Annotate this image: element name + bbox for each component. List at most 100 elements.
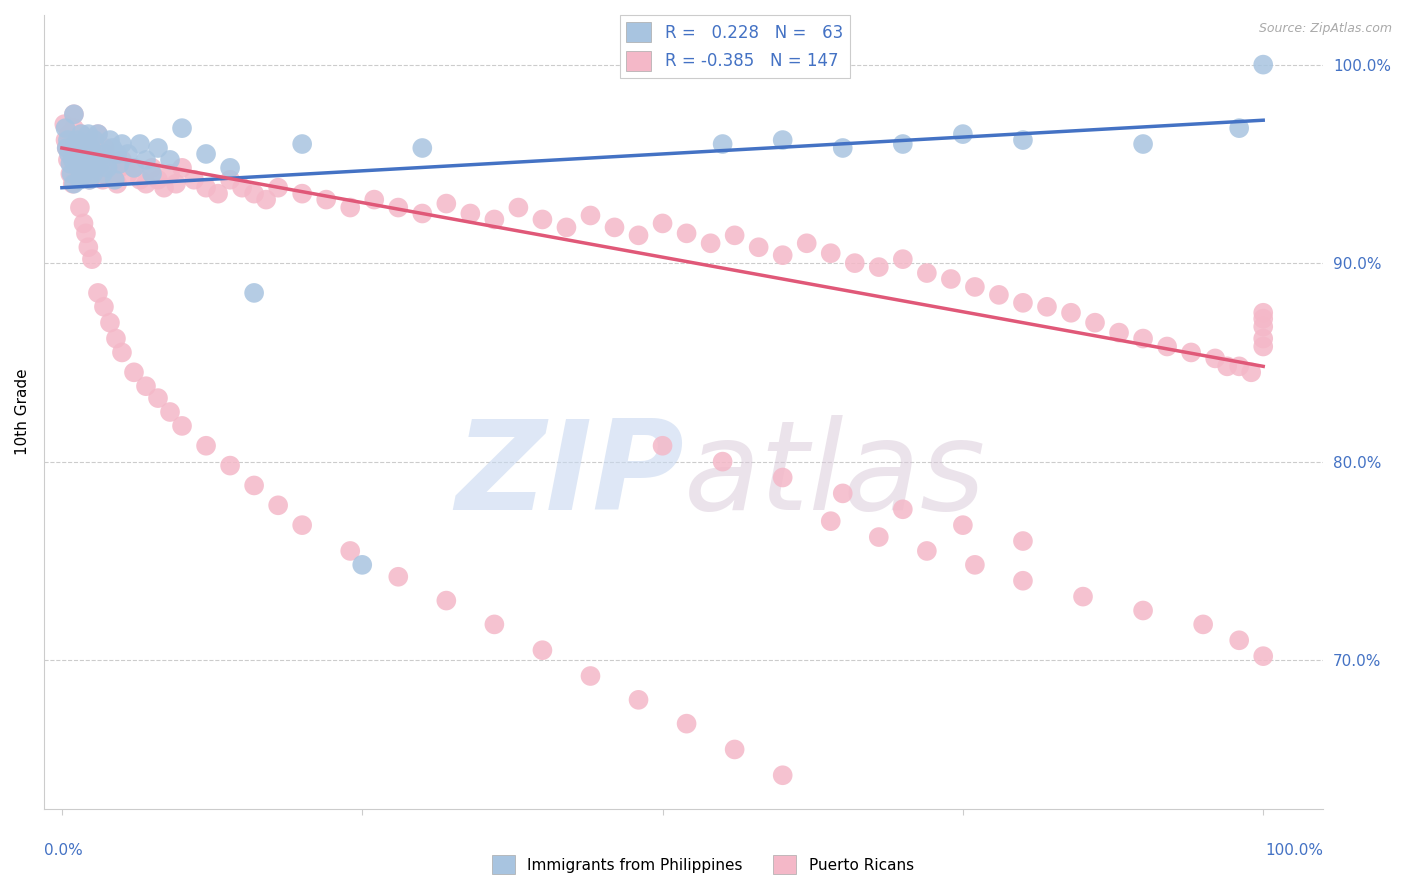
Point <box>165 177 187 191</box>
Point <box>153 180 176 194</box>
Point <box>291 518 314 533</box>
Point <box>80 252 103 267</box>
Point <box>183 173 205 187</box>
Point <box>844 256 866 270</box>
Point <box>820 246 842 260</box>
Point <box>711 136 734 151</box>
Point <box>1108 326 1130 340</box>
Point <box>135 153 157 167</box>
Point <box>1012 295 1035 310</box>
Point <box>76 161 98 175</box>
Point <box>195 439 218 453</box>
Point <box>108 157 131 171</box>
Point <box>1012 534 1035 549</box>
Point <box>772 133 794 147</box>
Point <box>59 157 82 171</box>
Point <box>291 186 314 201</box>
Point <box>724 228 747 243</box>
Text: IMMIGRANTS FROM PHILIPPINES VS PUERTO RICAN 10TH GRADE CORRELATION CHART: IMMIGRANTS FROM PHILIPPINES VS PUERTO RI… <box>44 0 823 3</box>
Point <box>58 147 80 161</box>
Point <box>122 161 145 175</box>
Point <box>72 153 94 167</box>
Point <box>748 240 770 254</box>
Point <box>129 136 152 151</box>
Point <box>69 201 91 215</box>
Point <box>987 288 1010 302</box>
Point <box>59 167 82 181</box>
Point <box>91 173 114 187</box>
Point <box>75 227 97 241</box>
Legend: Immigrants from Philippines, Puerto Ricans: Immigrants from Philippines, Puerto Rica… <box>486 849 920 880</box>
Point <box>73 136 96 151</box>
Point <box>83 136 105 151</box>
Point <box>96 161 118 175</box>
Point <box>69 173 91 187</box>
Point <box>63 177 86 191</box>
Point <box>70 127 93 141</box>
Point <box>65 161 87 175</box>
Text: atlas: atlas <box>683 415 986 536</box>
Point <box>117 147 139 161</box>
Point <box>101 141 124 155</box>
Point <box>72 167 94 181</box>
Point <box>675 716 697 731</box>
Point <box>231 180 253 194</box>
Point <box>891 136 914 151</box>
Point <box>84 161 107 175</box>
Point <box>711 455 734 469</box>
Point <box>117 167 139 181</box>
Point <box>963 558 986 572</box>
Point <box>170 161 193 175</box>
Point <box>603 220 626 235</box>
Point <box>627 693 650 707</box>
Point <box>387 201 409 215</box>
Point <box>89 161 111 175</box>
Point <box>219 173 242 187</box>
Point <box>69 141 91 155</box>
Point <box>80 141 103 155</box>
Point <box>94 141 117 155</box>
Point <box>75 147 97 161</box>
Point <box>1216 359 1239 374</box>
Text: 0.0%: 0.0% <box>44 843 83 858</box>
Point <box>111 153 134 167</box>
Point <box>411 206 433 220</box>
Point <box>141 161 163 175</box>
Point <box>122 365 145 379</box>
Point <box>1251 57 1274 71</box>
Text: ZIP: ZIP <box>454 415 683 536</box>
Point <box>91 167 114 181</box>
Point <box>219 161 242 175</box>
Point <box>531 212 554 227</box>
Point <box>796 236 818 251</box>
Point <box>939 272 962 286</box>
Point <box>69 141 91 155</box>
Point <box>56 153 79 167</box>
Point <box>1071 590 1094 604</box>
Point <box>111 345 134 359</box>
Point <box>254 193 277 207</box>
Point <box>1132 332 1154 346</box>
Point <box>56 133 79 147</box>
Point <box>484 617 506 632</box>
Point <box>72 153 94 167</box>
Point <box>89 157 111 171</box>
Point <box>952 127 974 141</box>
Point <box>55 121 77 136</box>
Point <box>63 136 86 151</box>
Text: Source: ZipAtlas.com: Source: ZipAtlas.com <box>1258 22 1392 36</box>
Point <box>70 127 93 141</box>
Point <box>963 280 986 294</box>
Point <box>146 173 169 187</box>
Point <box>80 153 103 167</box>
Point <box>434 593 457 607</box>
Point <box>96 167 118 181</box>
Point <box>72 167 94 181</box>
Point <box>101 161 124 175</box>
Point <box>105 147 128 161</box>
Point <box>53 117 76 131</box>
Point <box>84 161 107 175</box>
Point <box>58 127 80 141</box>
Point <box>460 206 482 220</box>
Point <box>508 201 530 215</box>
